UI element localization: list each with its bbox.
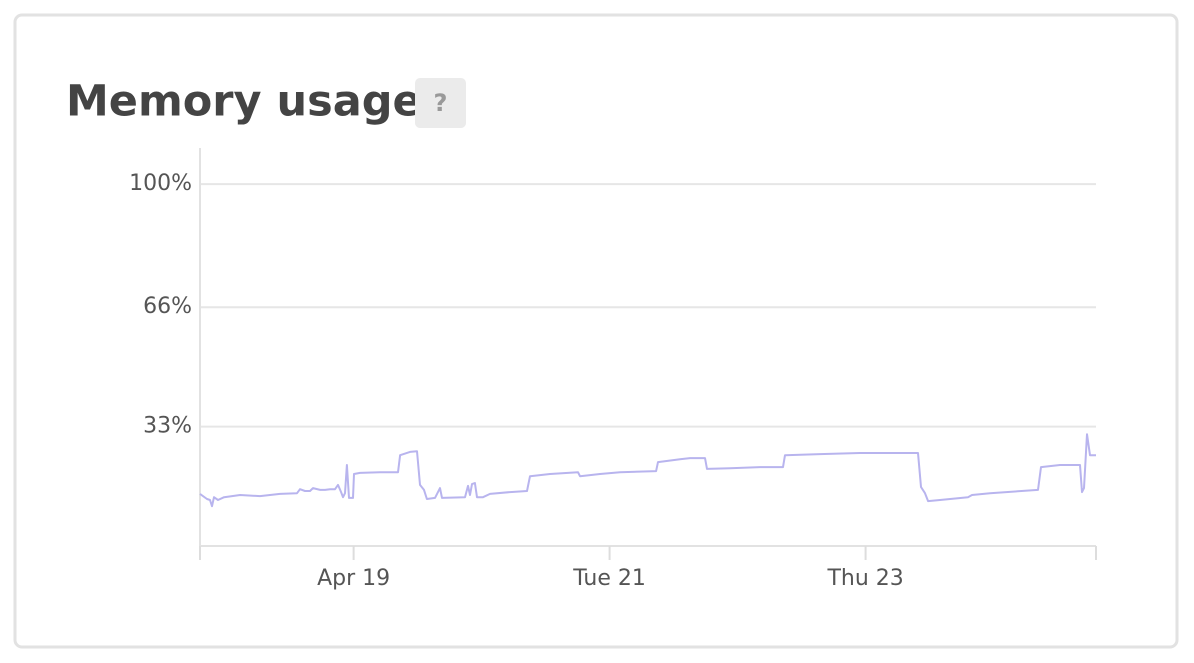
x-tick-label: Thu 23 (826, 566, 903, 591)
y-tick-label: 33% (143, 414, 192, 439)
memory-line (199, 433, 1096, 508)
y-tick-label: 66% (143, 294, 192, 319)
help-button-bg[interactable] (415, 78, 466, 128)
chart-title: Memory usage (66, 77, 422, 127)
help-label[interactable]: ? (434, 89, 448, 117)
card-border (13, 13, 1179, 649)
y-tick-label: 100% (129, 171, 192, 196)
x-tick-label: Apr 19 (317, 566, 390, 591)
help-button[interactable]: ? (415, 78, 466, 128)
x-tick-label: Tue 21 (572, 566, 646, 591)
